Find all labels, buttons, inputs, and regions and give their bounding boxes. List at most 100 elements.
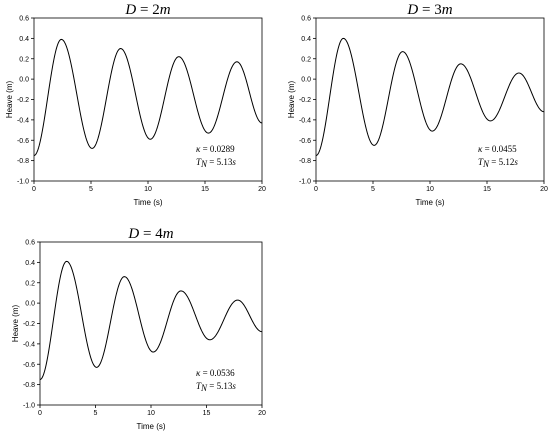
- period-subscript: N: [200, 383, 208, 393]
- heave-series-line: [39, 260, 263, 381]
- chart-title-var: D: [124, 2, 136, 18]
- period-value: 5.13: [217, 157, 233, 167]
- x-tick-label: 10: [147, 410, 155, 417]
- kappa-annotation: κ = 0.0289: [196, 144, 235, 154]
- chart-title-eq: =: [136, 2, 152, 18]
- x-tick-label: 10: [144, 186, 152, 193]
- y-axis-label: Heave (m): [11, 304, 20, 342]
- y-tick-label: -0.2: [23, 321, 35, 328]
- period-eq: =: [207, 157, 217, 167]
- x-tick-label: 15: [483, 186, 491, 193]
- period-value: 5.12: [499, 157, 515, 167]
- chart-title-unit: m: [160, 2, 171, 18]
- x-tick-label: 20: [258, 186, 266, 193]
- y-tick-label: -1.0: [17, 179, 29, 186]
- y-tick-label: 0.6: [301, 16, 311, 23]
- period-symbol: T: [196, 381, 202, 391]
- period-symbol: T: [478, 157, 484, 167]
- kappa-annotation: κ = 0.0455: [478, 144, 517, 154]
- chart-title-unit: m: [442, 2, 453, 18]
- period-annotation: TN = 5.13s: [196, 157, 236, 169]
- chart-title: D = 3m: [406, 2, 452, 18]
- y-tick-label: 0.0: [301, 77, 311, 84]
- period-unit: s: [232, 157, 236, 167]
- chart-title-val: 4: [155, 226, 163, 242]
- y-tick-label: 0.6: [19, 16, 29, 23]
- period-unit: s: [514, 157, 518, 167]
- chart-title: D = 4m: [127, 226, 173, 242]
- chart-title-eq: =: [139, 226, 155, 242]
- kappa-kappa_eq: =: [482, 144, 492, 154]
- heave-series-line: [315, 37, 545, 157]
- y-tick-label: -0.6: [299, 138, 311, 145]
- y-tick-label: -0.8: [299, 158, 311, 165]
- kappa-annotation: κ = 0.0536: [196, 368, 235, 378]
- y-tick-label: -0.4: [23, 341, 35, 348]
- kappa-kappa_val: 0.0455: [492, 144, 517, 154]
- kappa-kappa_sym: κ: [196, 368, 201, 378]
- x-axis-label: Time (s): [136, 422, 165, 431]
- chart-title-var: D: [406, 2, 418, 18]
- period-value: 5.13: [217, 381, 233, 391]
- x-axis-label: Time (s): [133, 198, 162, 207]
- chart-title-var: D: [127, 226, 139, 242]
- period-eq: =: [207, 381, 217, 391]
- chart-title-eq: =: [418, 2, 434, 18]
- kappa-kappa_sym: κ: [196, 144, 201, 154]
- y-tick-label: 0.2: [301, 56, 311, 63]
- x-tick-label: 10: [426, 186, 434, 193]
- chart-panel-2: D = 3m 0 5 10 15 20 -1.0 -0.8 -0.6 -0.4 -0.2 0.0 0.2…: [287, 2, 548, 207]
- y-tick-label: -1.0: [23, 403, 35, 410]
- period-symbol: T: [196, 157, 202, 167]
- x-tick-label: 0: [32, 186, 36, 193]
- x-tick-label: 5: [89, 186, 93, 193]
- kappa-kappa_eq: =: [200, 144, 210, 154]
- x-tick-label: 20: [540, 186, 548, 193]
- chart-panel-3: D = 4m 0 5 10 15 20 -1.0 -0.8 -0.6 -0.4 -0.2 0.0 0.2…: [11, 226, 266, 431]
- heave-series-line: [33, 38, 263, 157]
- x-tick-label: 15: [201, 186, 209, 193]
- chart-title: D = 2m: [124, 2, 170, 18]
- y-tick-label: -0.4: [17, 117, 29, 124]
- y-axis-label: Heave (m): [287, 80, 296, 118]
- period-eq: =: [489, 157, 499, 167]
- kappa-kappa_val: 0.0289: [210, 144, 235, 154]
- y-tick-label: 0.0: [25, 301, 35, 308]
- kappa-kappa_val: 0.0536: [210, 368, 235, 378]
- y-tick-label: -0.2: [17, 97, 29, 104]
- period-subscript: N: [482, 159, 490, 169]
- x-tick-label: 5: [371, 186, 375, 193]
- y-tick-label: 0.0: [19, 77, 29, 84]
- y-tick-label: 0.6: [25, 240, 35, 247]
- chart-title-val: 3: [434, 2, 442, 18]
- y-tick-label: 0.4: [301, 36, 311, 43]
- x-tick-label: 20: [258, 410, 266, 417]
- y-tick-label: -0.4: [299, 117, 311, 124]
- y-tick-label: 0.4: [25, 260, 35, 267]
- x-tick-label: 5: [94, 410, 98, 417]
- y-tick-label: -0.6: [17, 138, 29, 145]
- period-unit: s: [232, 381, 236, 391]
- y-axis-label: Heave (m): [5, 80, 14, 118]
- period-annotation: TN = 5.13s: [196, 381, 236, 393]
- y-tick-label: -0.8: [23, 382, 35, 389]
- y-tick-label: 0.2: [25, 280, 35, 287]
- period-annotation: TN = 5.12s: [478, 157, 518, 169]
- x-tick-label: 0: [38, 410, 42, 417]
- y-tick-label: -0.8: [17, 158, 29, 165]
- y-tick-label: 0.4: [19, 36, 29, 43]
- y-tick-label: 0.2: [19, 56, 29, 63]
- chart-title-unit: m: [163, 226, 174, 242]
- period-subscript: N: [200, 159, 208, 169]
- y-tick-label: -1.0: [299, 179, 311, 186]
- chart-panel-1: D = 2m 0 5 10 15 20 -1.0 -0.8 -0.6 -0.4 -0.2 0.0 0.2…: [5, 2, 266, 207]
- kappa-kappa_sym: κ: [478, 144, 483, 154]
- kappa-kappa_eq: =: [200, 368, 210, 378]
- x-axis-label: Time (s): [415, 198, 444, 207]
- x-tick-label: 15: [203, 410, 211, 417]
- y-tick-label: -0.2: [299, 97, 311, 104]
- chart-title-val: 2: [152, 2, 160, 18]
- x-tick-label: 0: [314, 186, 318, 193]
- y-tick-label: -0.6: [23, 362, 35, 369]
